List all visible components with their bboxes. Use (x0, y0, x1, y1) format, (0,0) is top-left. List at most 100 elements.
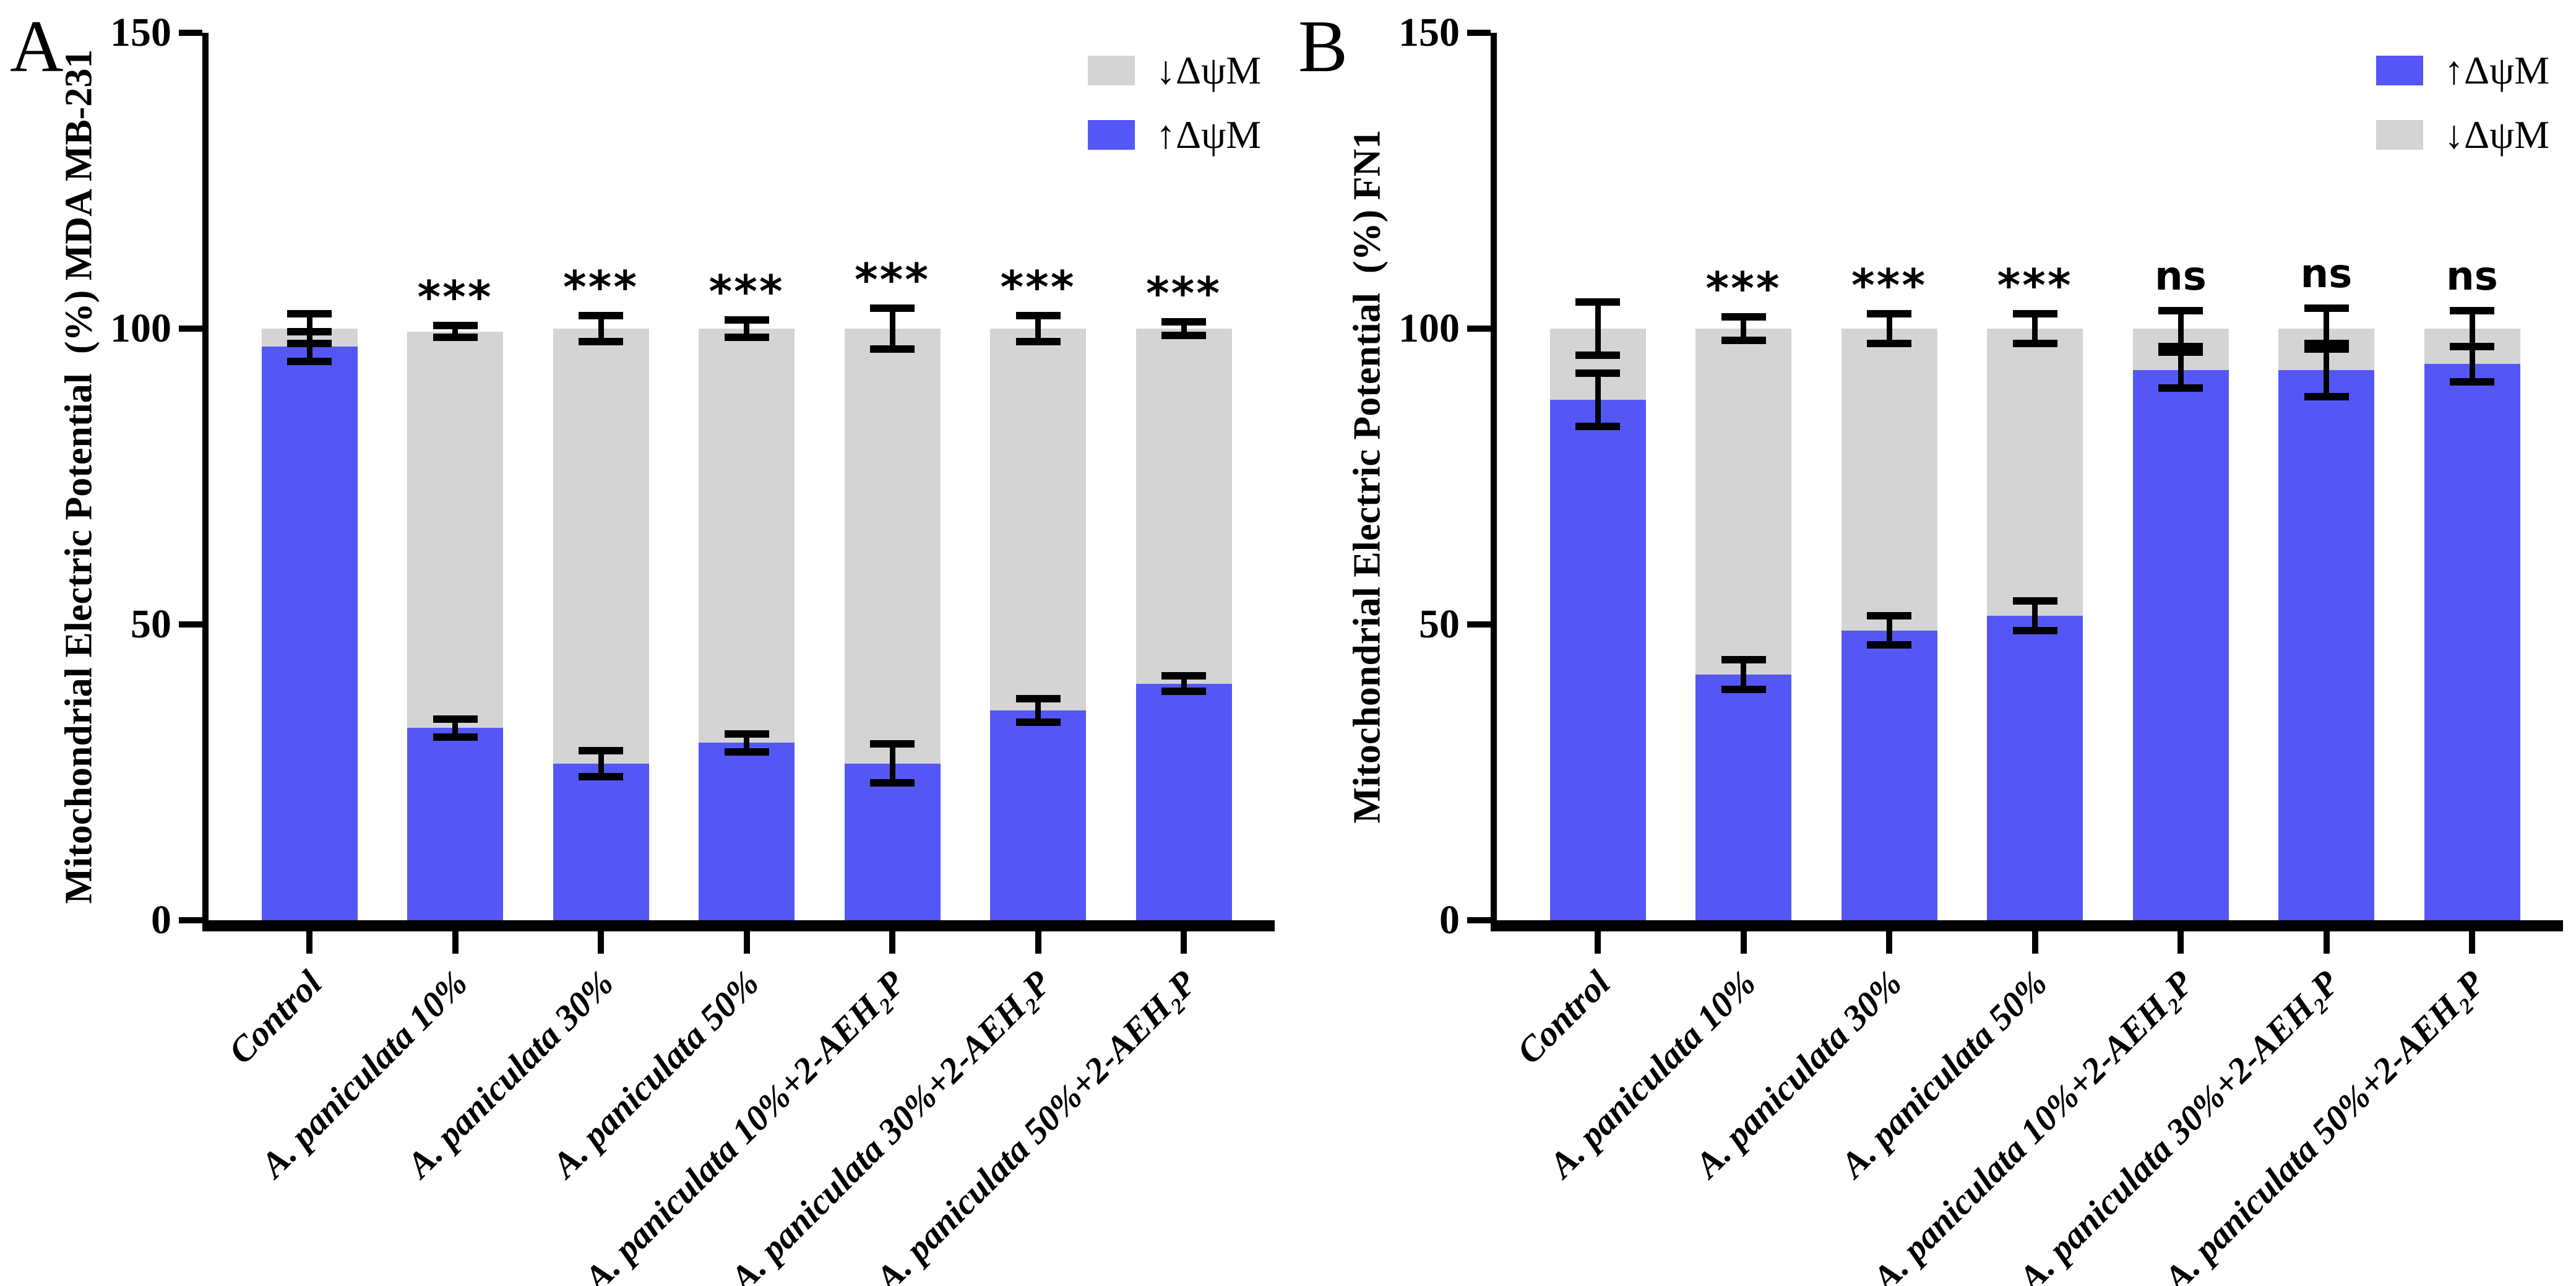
total-error-bar-cap-top (433, 322, 478, 330)
total-error-bar-cap-top (1867, 310, 1911, 318)
total-error-bar-cap-top (2304, 304, 2349, 312)
total-error-bar-cap-bottom (1721, 337, 1766, 345)
total-error-bar-cap-bottom (1015, 338, 1061, 346)
increased-error-bar-cap-top (1015, 694, 1061, 702)
total-error-bar-whisker (2032, 314, 2038, 343)
increased-error-bar-cap-top (433, 715, 478, 723)
total-error-bar-whisker (2178, 311, 2184, 347)
increased-error-bar-whisker (744, 733, 749, 752)
x-tick (1740, 931, 1747, 954)
y-tick-0 (179, 917, 202, 923)
total-error-bar-cap-top (870, 304, 915, 312)
y-tick-150 (1467, 30, 1491, 36)
significance-stars: *** (1997, 259, 2073, 312)
y-tick-100 (1467, 326, 1491, 332)
increased-error-bar-whisker (1886, 615, 1892, 645)
bar-segment-increased (844, 763, 941, 920)
increased-error-bar-whisker (889, 744, 895, 783)
x-axis-line (202, 920, 1275, 931)
panel-letter: A (10, 5, 64, 87)
x-tick (743, 931, 750, 954)
legend-swatch-increased (2376, 56, 2423, 85)
legend-row-increased: ↑ΔψM (2376, 51, 2549, 90)
x-tick (889, 931, 895, 954)
significance-stars: *** (1000, 261, 1076, 313)
significance-stars: *** (1705, 262, 1781, 314)
increased-error-bar-cap-bottom (1161, 688, 1206, 696)
y-tick-0 (1467, 917, 1491, 923)
increased-error-bar-whisker (1181, 676, 1187, 692)
y-tick-label-100: 100 (1398, 306, 1460, 351)
significance-stars: *** (563, 261, 639, 313)
x-axis-line (1491, 920, 2563, 931)
x-tick (1181, 931, 1187, 954)
bar-segment-increased (1549, 399, 1646, 920)
increased-error-bar-cap-top (870, 740, 915, 748)
total-error-bar-cap-top (1161, 317, 1206, 326)
total-error-bar-whisker (1886, 314, 1892, 343)
increased-error-bar-whisker (2032, 600, 2038, 631)
increased-error-bar-whisker (306, 331, 312, 361)
legend-label-decreased: ↓ΔψM (1156, 48, 1262, 92)
chart-panel-b: B 0 50 100 150 Mitochondrial Electric Potenti… (1288, 0, 2576, 1286)
bar-segment-increased (1135, 683, 1232, 920)
increased-error-bar-whisker (598, 750, 604, 777)
y-axis-title: Mitochondrial Electric Potential (%) MDA… (58, 49, 100, 904)
total-error-bar-cap-bottom (433, 334, 478, 342)
y-tick-label-0: 0 (1439, 897, 1460, 943)
bar-segment-increased (1987, 615, 2083, 920)
legend-label-increased: ↑ΔψM (2444, 48, 2550, 92)
total-error-bar-whisker (1035, 315, 1041, 342)
total-error-bar-cap-bottom (579, 338, 623, 346)
legend-row-decreased: ↓ΔψM (2376, 115, 2549, 155)
increased-error-bar-cap-top (1867, 611, 1911, 619)
y-tick-50 (179, 621, 202, 628)
total-error-bar-cap-bottom (1575, 352, 1620, 360)
increased-error-bar-cap-top (579, 746, 623, 754)
x-tick (2323, 931, 2330, 954)
x-tick (2469, 931, 2475, 954)
increased-error-bar-cap-bottom (287, 357, 332, 365)
bar-segment-increased (407, 728, 503, 920)
total-error-bar-whisker (1181, 321, 1187, 336)
y-axis-line (202, 33, 209, 931)
y-tick-label-150: 150 (1398, 10, 1460, 55)
y-tick-label-100: 100 (110, 306, 171, 351)
x-tick (2178, 931, 2184, 954)
x-category-label: Control (220, 962, 330, 1072)
legend-row-decreased: ↓ΔψM (1088, 51, 1261, 90)
legend-label-increased: ↑ΔψM (1156, 113, 1262, 157)
increased-error-bar-cap-top (287, 327, 332, 335)
total-error-bar-cap-top (1721, 313, 1766, 321)
significance-stars: *** (709, 265, 785, 317)
increased-error-bar-cap-top (724, 730, 769, 738)
bar-segment-increased (1841, 630, 1937, 920)
significance-stars: *** (855, 253, 930, 306)
x-tick (1886, 931, 1892, 954)
y-tick-50 (1467, 621, 1491, 628)
increased-error-bar-cap-bottom (2012, 626, 2057, 634)
y-tick-label-50: 50 (1419, 602, 1460, 647)
total-error-bar-cap-bottom (724, 334, 769, 342)
increased-error-bar-whisker (2324, 343, 2329, 397)
x-category-label: Control (1509, 962, 1618, 1072)
increased-error-bar-cap-top (2158, 348, 2203, 356)
y-tick-label-0: 0 (151, 897, 171, 943)
bar-segment-increased (2132, 369, 2229, 920)
increased-error-bar-cap-bottom (724, 748, 769, 756)
total-error-bar-cap-top (287, 310, 332, 318)
y-tick-100 (179, 326, 202, 332)
total-error-bar-cap-bottom (2012, 339, 2057, 347)
total-error-bar-cap-bottom (1867, 339, 1911, 347)
x-tick (306, 931, 312, 954)
total-error-bar-cap-top (579, 311, 623, 319)
total-error-bar-cap-top (1015, 311, 1061, 319)
x-tick (598, 931, 604, 954)
bar-segment-increased (553, 763, 649, 920)
increased-error-bar-whisker (1741, 660, 1746, 690)
panel-letter: B (1298, 5, 1348, 87)
y-axis-line (1491, 33, 1497, 931)
total-error-bar-cap-top (2450, 307, 2494, 315)
significance-stars: *** (417, 271, 493, 324)
increased-error-bar-cap-bottom (1867, 641, 1911, 649)
